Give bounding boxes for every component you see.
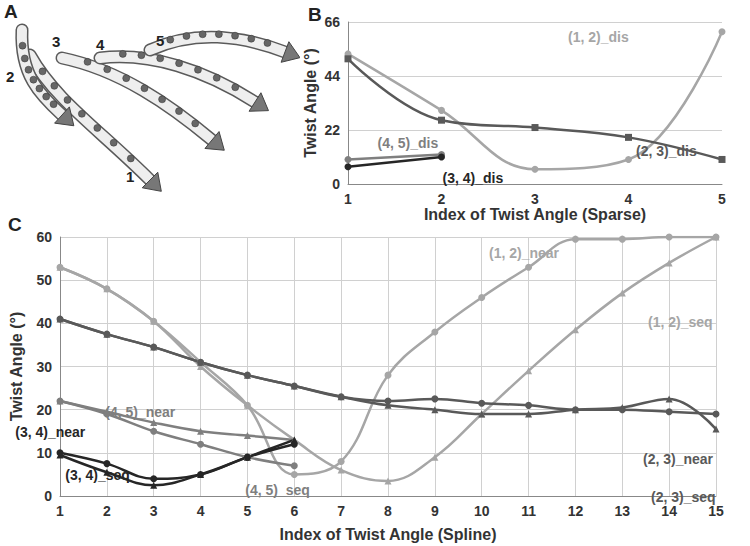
svg-text:5: 5 [244,503,252,519]
svg-text:5: 5 [156,32,164,49]
svg-text:44: 44 [324,68,340,84]
svg-text:13: 13 [614,503,630,519]
svg-text:40: 40 [36,315,52,331]
svg-text:60: 60 [36,229,52,245]
svg-text:14: 14 [661,503,677,519]
svg-text:0: 0 [44,488,52,504]
svg-text:(3, 4)_seq: (3, 4)_seq [65,467,130,483]
svg-text:(4, 5)_near: (4, 5)_near [105,404,176,420]
svg-text:5: 5 [718,191,726,207]
svg-text:(2, 3)_seq: (2, 3)_seq [651,489,716,505]
svg-text:10: 10 [474,503,490,519]
svg-text:4: 4 [197,503,205,519]
svg-text:4: 4 [625,191,633,207]
svg-text:(1, 2)_near: (1, 2)_near [489,245,560,261]
svg-text:4: 4 [96,36,105,53]
svg-text:Twist Angle (°): Twist Angle (°) [8,312,25,422]
svg-text:Twist Angle (°): Twist Angle (°) [302,48,319,158]
svg-text:0: 0 [332,176,340,192]
svg-text:B: B [308,4,322,25]
svg-text:1: 1 [126,168,134,185]
svg-text:(2, 3)_near: (2, 3)_near [643,451,714,467]
svg-text:1: 1 [344,191,352,207]
svg-text:1: 1 [56,503,64,519]
svg-text:15: 15 [708,503,724,519]
svg-text:30: 30 [36,359,52,375]
svg-text:6: 6 [290,503,298,519]
svg-text:22: 22 [324,122,340,138]
svg-text:(4, 5)_dis: (4, 5)_dis [378,135,439,151]
svg-text:66: 66 [324,14,340,30]
svg-text:3: 3 [531,191,539,207]
svg-text:7: 7 [337,503,345,519]
svg-text:2: 2 [438,191,446,207]
svg-text:(3, 4)_near: (3, 4)_near [15,424,86,440]
svg-text:20: 20 [36,402,52,418]
svg-text:3: 3 [52,33,60,50]
svg-text:10: 10 [36,445,52,461]
svg-text:(1, 2)_dis: (1, 2)_dis [568,29,629,45]
svg-text:50: 50 [36,272,52,288]
svg-text:(1, 2)_seq: (1, 2)_seq [648,314,713,330]
svg-text:9: 9 [431,503,439,519]
svg-text:12: 12 [568,503,584,519]
svg-text:(4, 5)_seq: (4, 5)_seq [245,482,310,498]
svg-text:11: 11 [521,503,536,519]
svg-text:2: 2 [103,503,111,519]
svg-text:A: A [4,1,18,22]
svg-text:Index of Twist Angle (Spline): Index of Twist Angle (Spline) [280,526,497,543]
svg-text:C: C [8,214,22,235]
svg-text:3: 3 [150,503,158,519]
svg-text:(2, 3)_dis: (2, 3)_dis [636,143,697,159]
svg-text:2: 2 [6,68,14,85]
svg-text:8: 8 [384,503,392,519]
svg-text:(3, 4)_dis: (3, 4)_dis [443,170,504,186]
svg-text:Index of Twist Angle (Sparse): Index of Twist Angle (Sparse) [424,206,646,223]
